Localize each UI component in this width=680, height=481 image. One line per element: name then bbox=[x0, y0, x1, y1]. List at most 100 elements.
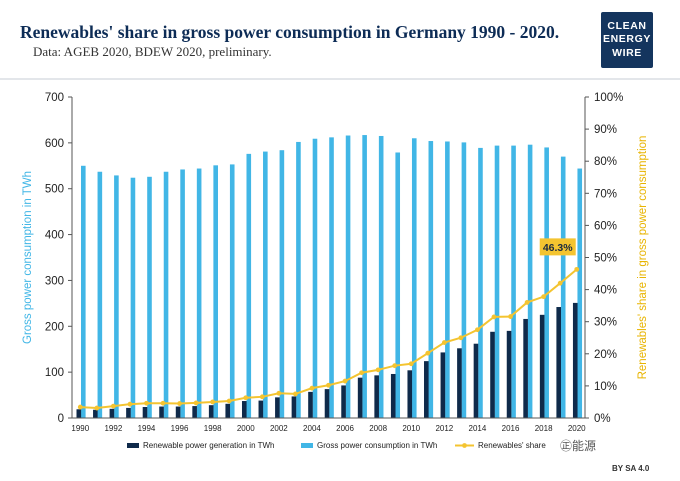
bar-renewable-1996 bbox=[175, 406, 181, 418]
bar-renewable-2007 bbox=[357, 377, 363, 418]
logo-line-1: CLEAN bbox=[607, 19, 647, 32]
bar-renewable-2016 bbox=[506, 330, 512, 418]
logo-line-3: WIRE bbox=[612, 46, 642, 59]
legend-swatch-renewable bbox=[127, 443, 139, 448]
share-point-2000 bbox=[243, 395, 249, 401]
bar-renewable-2003 bbox=[291, 396, 297, 418]
watermark: ㊣能源 bbox=[560, 439, 597, 453]
bar-gross-2006 bbox=[345, 135, 351, 418]
bar-gross-1993 bbox=[130, 177, 136, 418]
legend-label-gross: Gross power consumption in TWh bbox=[317, 441, 437, 450]
bar-renewable-2020 bbox=[572, 302, 578, 418]
share-point-2011 bbox=[425, 350, 431, 356]
x-tick-label: 1998 bbox=[204, 424, 222, 433]
header: Renewables' share in gross power consump… bbox=[0, 0, 680, 80]
bar-gross-2008 bbox=[378, 135, 384, 418]
bar-renewable-2009 bbox=[390, 373, 396, 418]
share-point-2019 bbox=[557, 280, 563, 286]
right-tick-label: 60% bbox=[594, 220, 617, 232]
clean-energy-wire-logo[interactable]: CLEAN ENERGY WIRE bbox=[601, 12, 653, 68]
bar-gross-2011 bbox=[428, 141, 434, 418]
left-tick-label: 300 bbox=[45, 275, 64, 287]
bar-gross-2020 bbox=[577, 168, 583, 418]
bar-gross-2002 bbox=[279, 150, 285, 419]
bar-gross-1999 bbox=[229, 164, 235, 418]
share-point-1992 bbox=[110, 403, 116, 409]
bar-renewable-2010 bbox=[407, 370, 413, 418]
share-point-2018 bbox=[541, 294, 547, 300]
x-tick-label: 2002 bbox=[270, 424, 288, 433]
share-point-2012 bbox=[441, 340, 447, 345]
bar-gross-1996 bbox=[180, 169, 185, 418]
right-tick-label: 0% bbox=[594, 413, 611, 425]
bar-gross-2017 bbox=[527, 144, 533, 419]
share-point-1993 bbox=[127, 401, 133, 407]
bar-gross-2000 bbox=[246, 153, 252, 418]
share-point-2015 bbox=[491, 314, 497, 320]
bar-gross-1994 bbox=[147, 176, 152, 418]
bar-renewable-1997 bbox=[192, 406, 197, 418]
share-point-2001 bbox=[259, 394, 265, 400]
share-point-1994 bbox=[144, 400, 149, 406]
bar-gross-2019 bbox=[560, 156, 566, 418]
share-point-2020 bbox=[574, 266, 580, 272]
bar-renewable-2013 bbox=[457, 348, 462, 418]
bar-renewable-1994 bbox=[142, 406, 148, 418]
bar-gross-2007 bbox=[362, 135, 367, 418]
share-point-1997 bbox=[193, 400, 199, 406]
bar-gross-1998 bbox=[213, 165, 218, 418]
bar-renewable-2002 bbox=[275, 397, 280, 418]
share-point-1995 bbox=[160, 400, 166, 406]
bar-renewable-2004 bbox=[308, 391, 313, 418]
right-tick-label: 70% bbox=[594, 188, 617, 200]
logo-line-2: ENERGY bbox=[603, 33, 651, 46]
legend-swatch-gross bbox=[301, 443, 313, 448]
share-point-1996 bbox=[177, 401, 182, 406]
share-point-2016 bbox=[508, 314, 513, 319]
left-tick-label: 600 bbox=[45, 138, 64, 150]
left-tick-label: 0 bbox=[58, 413, 64, 425]
x-tick-label: 2000 bbox=[237, 424, 255, 433]
right-tick-label: 100% bbox=[594, 92, 623, 104]
bar-gross-2014 bbox=[478, 147, 483, 418]
annotation-box bbox=[539, 238, 576, 256]
share-point-2005 bbox=[326, 382, 331, 388]
share-point-1999 bbox=[226, 398, 232, 404]
bar-renewable-2000 bbox=[241, 401, 247, 418]
x-tick-label: 1992 bbox=[104, 424, 122, 433]
share-point-2013 bbox=[458, 335, 464, 341]
bar-gross-1990 bbox=[81, 165, 86, 418]
license-badge: BY SA 4.0 bbox=[612, 464, 650, 473]
bar-renewable-1995 bbox=[159, 406, 164, 418]
share-point-2007 bbox=[359, 370, 364, 376]
left-tick-label: 700 bbox=[45, 92, 64, 104]
bar-gross-2001 bbox=[263, 151, 268, 418]
bar-renewable-1993 bbox=[126, 407, 131, 418]
x-tick-label: 2008 bbox=[369, 424, 387, 433]
bar-renewable-1998 bbox=[208, 405, 214, 418]
share-point-1991 bbox=[94, 405, 100, 411]
bar-gross-1995 bbox=[163, 171, 169, 418]
right-tick-label: 20% bbox=[594, 349, 617, 361]
right-tick-label: 10% bbox=[594, 381, 617, 393]
legend-label-renewable: Renewable power generation in TWh bbox=[143, 441, 274, 450]
left-tick-label: 500 bbox=[45, 184, 64, 196]
bar-gross-1992 bbox=[114, 175, 119, 418]
share-point-2010 bbox=[408, 361, 414, 367]
right-tick-label: 90% bbox=[594, 124, 617, 136]
bar-renewable-1992 bbox=[109, 408, 115, 418]
bar-gross-1997 bbox=[196, 168, 202, 418]
bar-renewable-1999 bbox=[225, 403, 231, 418]
bar-gross-2013 bbox=[461, 142, 467, 419]
bar-renewable-2006 bbox=[341, 385, 346, 418]
x-tick-label: 2006 bbox=[336, 424, 354, 433]
bar-renewable-2008 bbox=[374, 375, 379, 418]
x-tick-label: 1990 bbox=[71, 424, 89, 433]
share-point-2009 bbox=[392, 363, 398, 369]
bar-renewable-1991 bbox=[93, 409, 98, 418]
right-tick-label: 50% bbox=[594, 253, 617, 265]
chart-title: Renewables' share in gross power consump… bbox=[20, 22, 560, 42]
x-tick-label: 2020 bbox=[568, 424, 586, 433]
bar-renewable-2011 bbox=[424, 361, 429, 418]
